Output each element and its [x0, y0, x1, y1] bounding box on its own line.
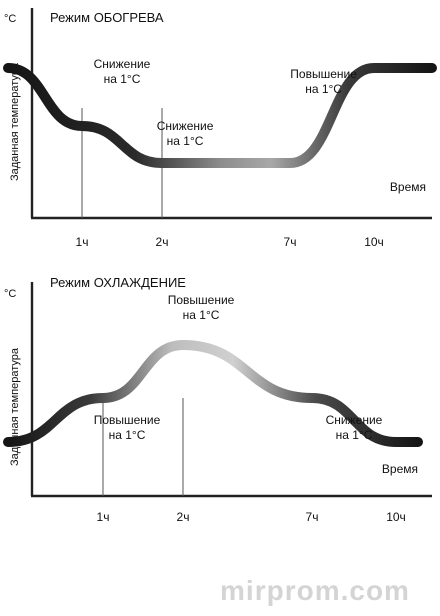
- x-tick-labels: 1ч 2ч 7ч 10ч: [97, 510, 406, 524]
- annotation-label: Снижение на 1°C: [157, 119, 214, 148]
- annotation-label: Снижение на 1°C: [326, 413, 383, 442]
- y-axis-label: Заданная температура: [9, 62, 21, 181]
- annotations: Снижение на 1°C Снижение на 1°C Повышение на …: [94, 57, 358, 148]
- x-tick-labels: 1ч 2ч 7ч 10ч: [76, 235, 384, 249]
- series-line: [3, 340, 423, 447]
- chart-axes: [30, 8, 432, 220]
- x-tick-label: 1ч: [76, 235, 89, 249]
- chart-heating: Режим ОБОГРЕВА °C Заданная температура В…: [3, 8, 437, 249]
- annotations: Повышение на 1°C Повышение на 1°C Снижение на…: [94, 293, 383, 442]
- y-unit-label: °C: [4, 13, 16, 25]
- annotation-label: Повышение на 1°C: [168, 293, 235, 322]
- annotation-label: Повышение на 1°C: [290, 67, 357, 96]
- x-axis-label: Время: [390, 180, 426, 194]
- x-axis-label: Время: [382, 462, 418, 476]
- y-unit-label: °C: [4, 288, 16, 300]
- marker-lines: [102, 398, 184, 496]
- x-tick-label: 2ч: [177, 510, 190, 524]
- annotation-label: Повышение на 1°C: [94, 413, 161, 442]
- x-tick-label: 2ч: [156, 235, 169, 249]
- chart-title: Режим ОХЛАЖДЕНИЕ: [50, 275, 186, 290]
- x-tick-label: 1ч: [97, 510, 110, 524]
- y-axis-label: Заданная температура: [9, 347, 21, 466]
- chart-axes: [30, 282, 432, 498]
- chart-cooling: Режим ОХЛАЖДЕНИЕ °C Заданная температура…: [3, 275, 432, 524]
- chart-title: Режим ОБОГРЕВА: [50, 10, 164, 25]
- x-tick-label: 7ч: [284, 235, 297, 249]
- watermark: mirprom.com: [220, 575, 410, 606]
- x-tick-label: 7ч: [306, 510, 319, 524]
- x-tick-label: 10ч: [364, 235, 384, 249]
- annotation-label: Снижение на 1°C: [94, 57, 151, 86]
- x-tick-label: 10ч: [386, 510, 406, 524]
- series-line: [3, 63, 437, 168]
